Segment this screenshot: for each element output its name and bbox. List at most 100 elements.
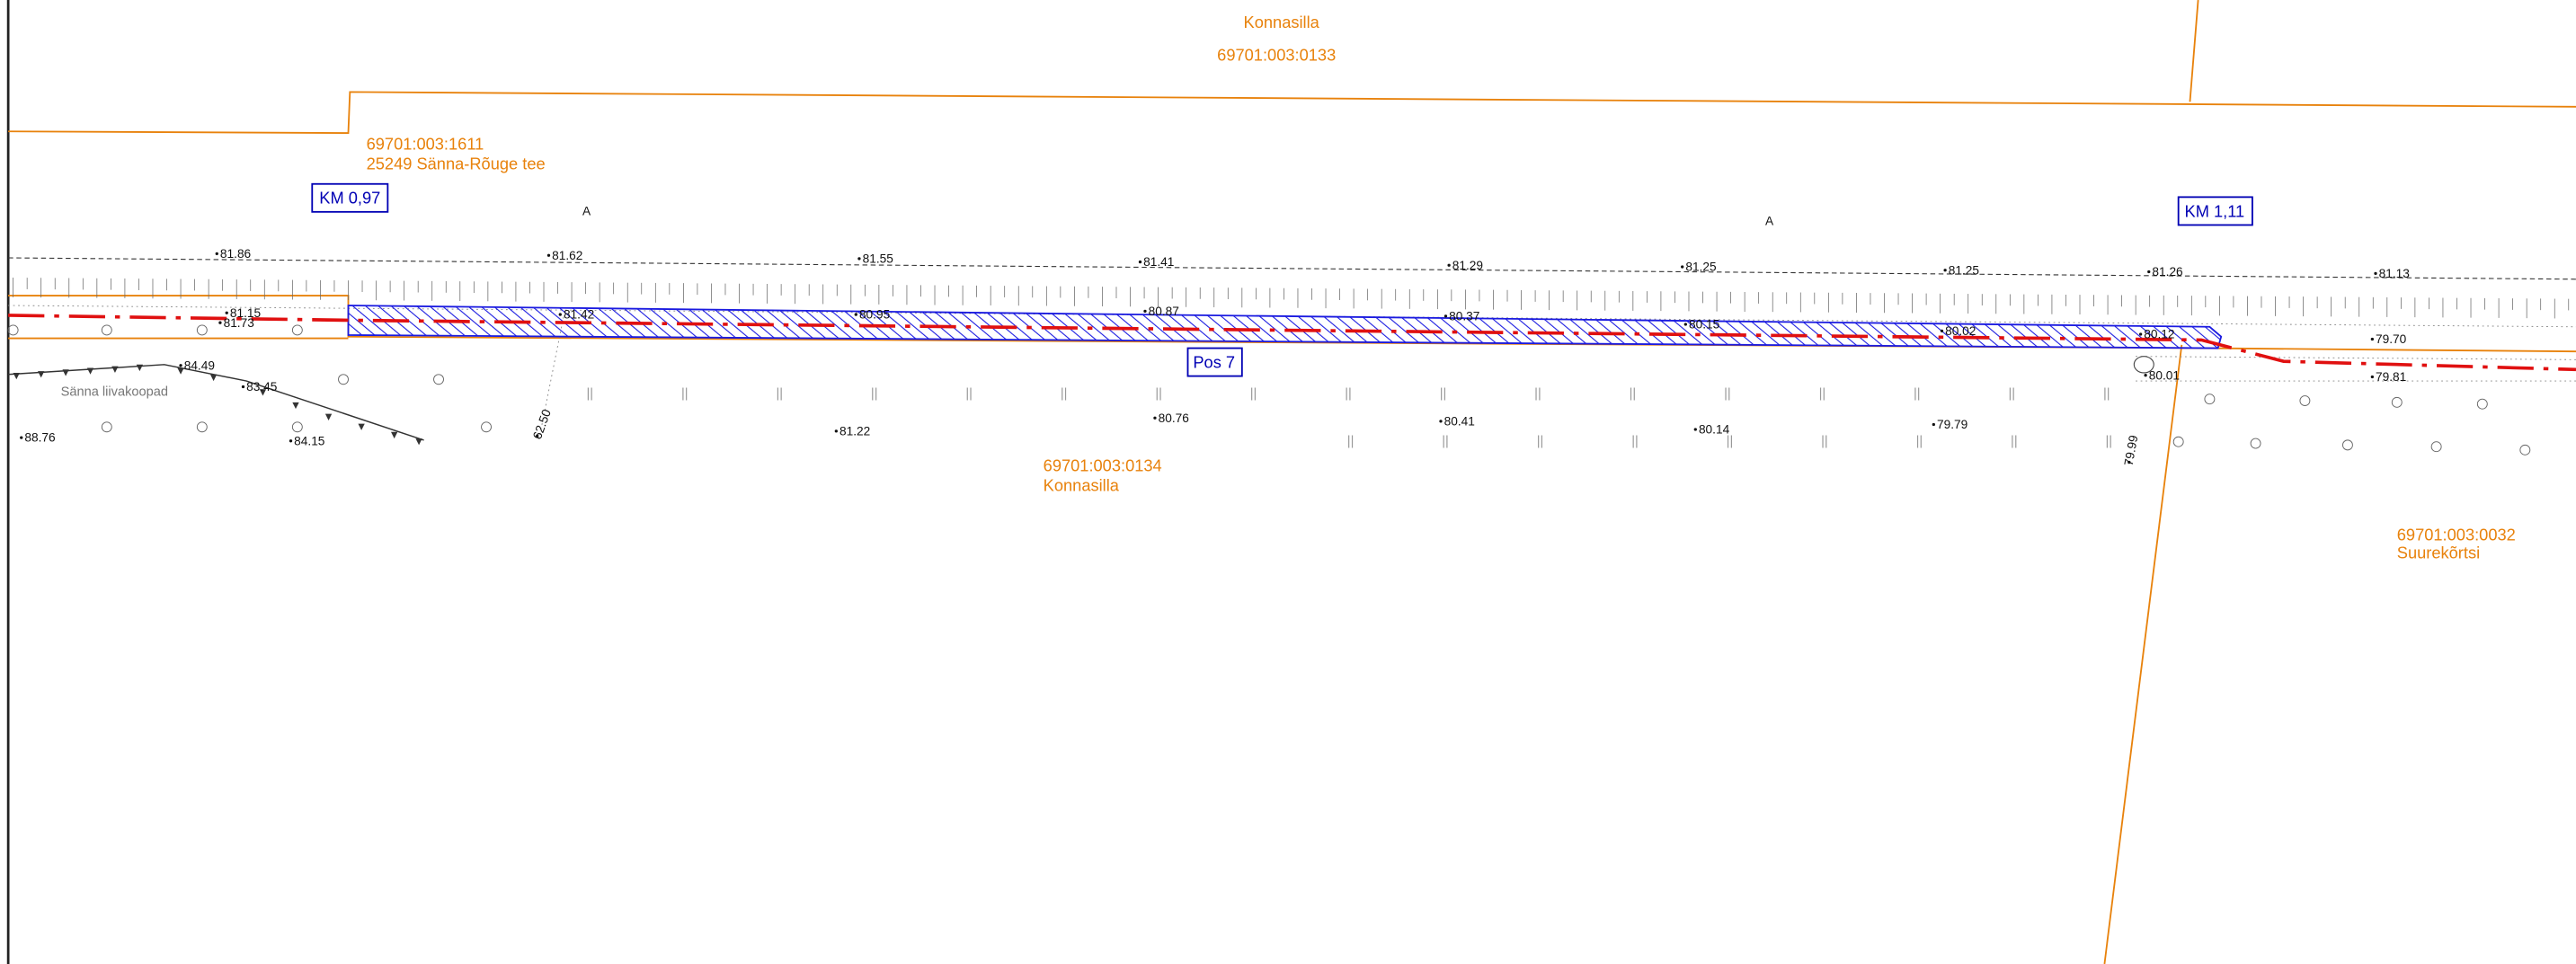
survey-point <box>857 257 861 261</box>
fence-mark: || <box>1631 434 1639 448</box>
km-marker: KM 1,11 <box>2185 201 2245 220</box>
survey-point <box>2144 374 2147 377</box>
parcel-name: Konnasilla <box>1044 476 1120 495</box>
dotted-edge <box>538 316 564 440</box>
elevation-label: 81.25 <box>1949 263 1980 277</box>
tree-symbol <box>2341 439 2353 451</box>
survey-point <box>834 429 838 433</box>
hatched-road-section <box>347 305 2223 349</box>
survey-point <box>1681 265 1684 269</box>
tree-symbol <box>2299 395 2311 406</box>
elevation-label: 81.25 <box>1685 261 1717 274</box>
tree-symbol <box>291 324 303 336</box>
fence-mark: || <box>1155 386 1162 401</box>
parcel-id: 69701:003:0032 <box>2397 525 2516 544</box>
survey-point <box>1683 323 1687 326</box>
fence-mark: || <box>2008 386 2015 401</box>
survey-point <box>179 364 182 367</box>
survey-point <box>289 439 293 443</box>
slope-symbol <box>13 372 20 380</box>
parcel-boundary <box>2189 0 2199 102</box>
elevation-label: 80.76 <box>1159 411 1190 425</box>
fence-mark: || <box>1914 386 1921 401</box>
slope-symbol <box>136 364 144 372</box>
position-box <box>1186 347 1243 377</box>
road-boundary <box>8 295 2576 353</box>
km-marker: KM 0,97 <box>319 189 380 208</box>
slope-symbol <box>62 369 69 376</box>
survey-point <box>2147 270 2151 274</box>
dashed-edge <box>8 257 2576 280</box>
fence-mark: || <box>965 386 973 401</box>
dotted-edge <box>8 305 2576 328</box>
elevation-label: 81.73 <box>224 316 255 330</box>
survey-point <box>546 253 551 257</box>
culvert <box>2133 356 2154 374</box>
elevation-label: 88.76 <box>24 431 56 445</box>
fence-mark: || <box>1819 386 1826 401</box>
fence-mark: || <box>2011 434 2018 448</box>
elevation-label: 79.81 <box>2376 370 2406 384</box>
elevation-label: 81.86 <box>220 247 252 261</box>
tree-symbol <box>2172 436 2184 447</box>
fence-mark: || <box>681 386 688 401</box>
survey-point <box>20 436 23 439</box>
slope-symbol <box>358 423 365 430</box>
slope-symbol <box>86 367 94 375</box>
slope-symbol <box>391 431 398 439</box>
survey-point <box>1943 269 1947 272</box>
km-box <box>2177 196 2253 226</box>
survey-point <box>2127 460 2131 464</box>
fence-mark: || <box>871 386 878 401</box>
elevation-label: 79.79 <box>1937 418 1968 431</box>
slope-symbol <box>415 438 422 446</box>
parcel-name: 25249 Sänna-Rõuge tee <box>367 154 546 172</box>
elevation-label: 79.70 <box>2376 332 2407 346</box>
tree-symbol <box>196 421 208 433</box>
fence-mark: || <box>1440 386 1447 401</box>
tree-symbol <box>433 374 444 385</box>
parcel-boundary <box>8 91 2576 135</box>
survey-point <box>218 321 222 324</box>
position-label: Pos 7 <box>1193 352 1235 371</box>
slope-symbol <box>38 371 45 378</box>
parcel-id: 69701:003:0133 <box>1217 46 1336 65</box>
survey-point <box>225 311 228 314</box>
elevation-label: 81.26 <box>2152 265 2183 279</box>
fence-mark: || <box>2103 386 2110 401</box>
fence-mark: || <box>1916 434 1923 448</box>
tree-symbol <box>291 421 303 433</box>
point-label: A <box>582 204 591 217</box>
fence-mark: || <box>1442 434 1449 448</box>
survey-point <box>215 252 218 256</box>
tree-symbol <box>101 324 112 336</box>
survey-point <box>1447 263 1451 267</box>
slope-symbol <box>292 402 299 410</box>
tree-symbol <box>481 421 492 433</box>
elevation-label: 80.87 <box>1149 305 1179 318</box>
fence-mark: || <box>1250 386 1257 401</box>
tree-symbol <box>101 421 112 433</box>
survey-point <box>1693 428 1697 431</box>
point-label: A <box>1765 214 1774 227</box>
tree-symbol <box>2476 398 2488 410</box>
parcel-id: 69701:003:0134 <box>1044 456 1162 475</box>
elevation-label: 81.42 <box>564 308 594 322</box>
fence-mark: || <box>776 386 783 401</box>
tree-symbol <box>2250 438 2261 449</box>
parcel-name: Suurekõrtsi <box>2397 543 2480 562</box>
elevation-label: 80.95 <box>859 308 891 322</box>
elevation-label: 81.22 <box>839 424 870 438</box>
elevation-label: 83.45 <box>246 380 278 394</box>
survey-point <box>1153 416 1157 420</box>
elevation-label: 81.13 <box>2379 267 2411 280</box>
elevation-label: 80.02 <box>1945 324 1976 338</box>
elevation-label: 84.15 <box>294 434 325 447</box>
tree-symbol <box>338 374 349 385</box>
slope-symbol <box>111 366 119 373</box>
km-box <box>311 182 389 213</box>
elevation-label: 80.12 <box>2144 328 2174 341</box>
fence-mark: || <box>2106 434 2113 448</box>
survey-point <box>241 385 245 389</box>
